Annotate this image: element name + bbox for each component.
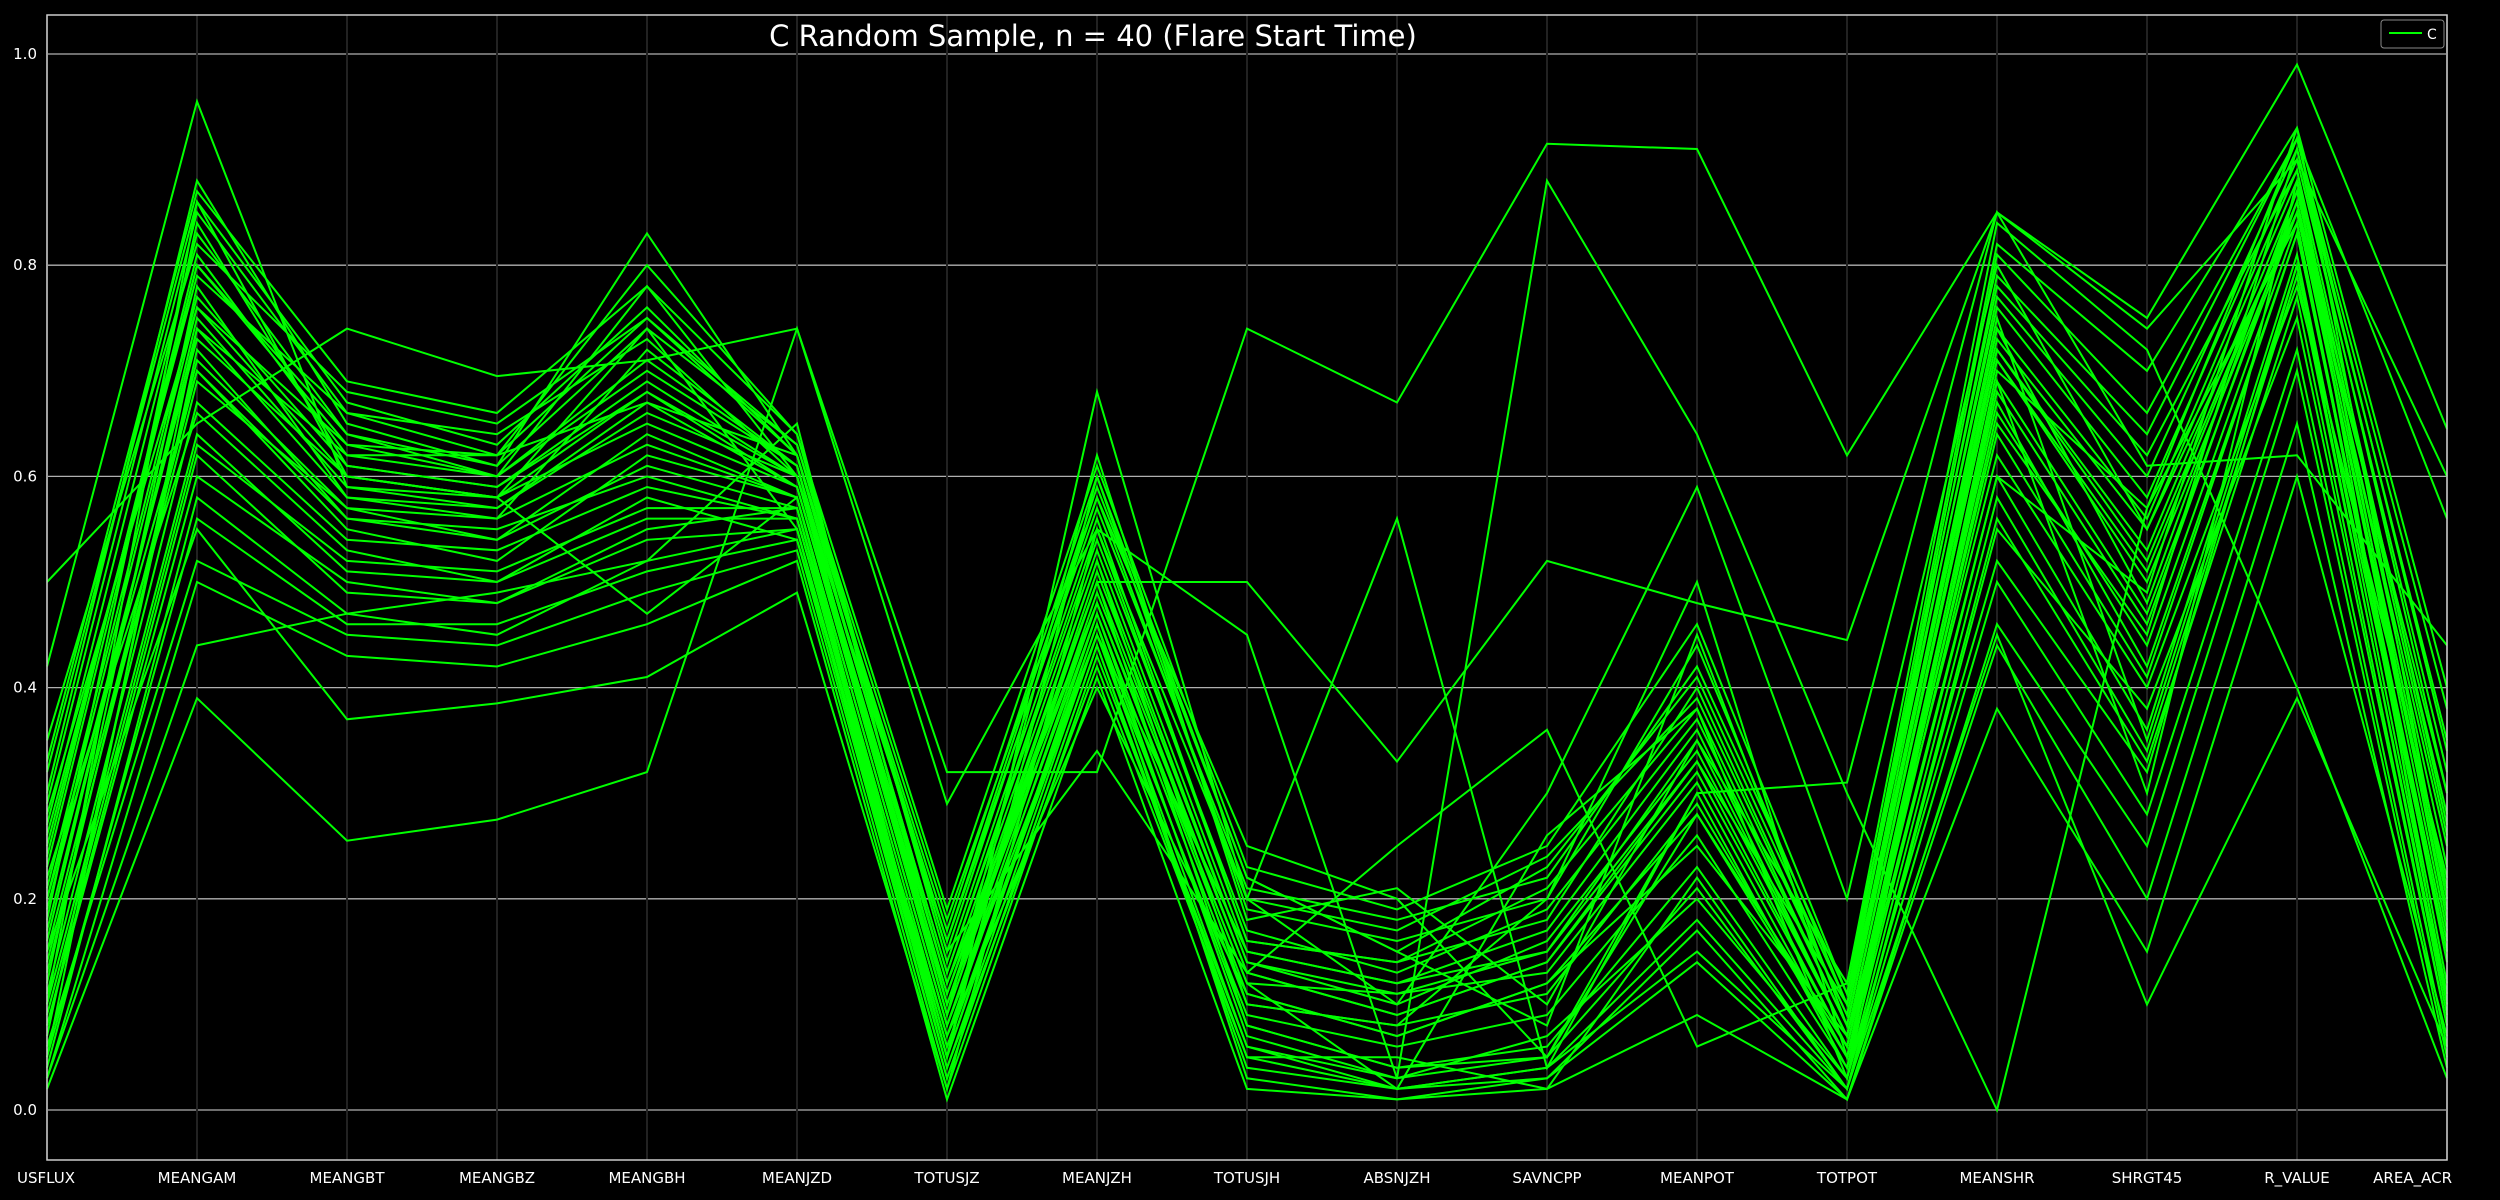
- series-line: [46, 219, 2448, 1060]
- y-tick-label: 0.2: [13, 890, 37, 908]
- series-line: [46, 292, 2448, 1092]
- x-tick-label: ABSNJZH: [1363, 1169, 1430, 1187]
- series-line: [46, 135, 2448, 1113]
- x-tick-label: MEANPOT: [1660, 1169, 1735, 1187]
- series-line: [46, 495, 2448, 1091]
- series-line: [46, 135, 2448, 1008]
- series-line: [46, 250, 2448, 1071]
- legend-label: C: [2427, 27, 2437, 43]
- series-line: [46, 167, 2448, 1019]
- series-line: [46, 264, 2448, 1081]
- series-line: [46, 156, 2448, 997]
- x-tick-label: MEANGBZ: [459, 1169, 535, 1187]
- series-line: [46, 198, 2448, 1040]
- y-tick-label: 0.4: [13, 679, 37, 697]
- plot-frame: [46, 14, 2448, 1161]
- series-line: [46, 419, 2448, 1103]
- x-tick-label: TOTUSJZ: [913, 1169, 979, 1187]
- x-tick-label: MEANGBH: [608, 1169, 685, 1187]
- x-tick-label: MEANJZH: [1062, 1169, 1132, 1187]
- x-tick-labels: USFLUX MEANGAM MEANGBT MEANGBZ MEANGBH MEANJZ…: [17, 1169, 2452, 1188]
- series-line: [46, 145, 2448, 1019]
- series-line: [46, 166, 2448, 1029]
- series-line: [46, 177, 2448, 1029]
- y-tick-label: 0.6: [13, 467, 37, 485]
- x-tick-label: MEANGBT: [310, 1169, 386, 1187]
- legend: C: [2380, 19, 2445, 49]
- series-lines: [46, 62, 2448, 1113]
- x-tick-label: TOTPOT: [1816, 1169, 1878, 1187]
- series-line: [46, 347, 2448, 1102]
- series-line: [46, 229, 2448, 1060]
- y-tick-label: 0.8: [13, 256, 37, 274]
- series-line: [46, 345, 2448, 1091]
- chart-title: C Random Sample, n = 40 (Flare Start Tim…: [769, 19, 1417, 53]
- series-line: [46, 135, 2448, 1008]
- y-tick-label: 1.0: [13, 45, 37, 63]
- series-line: [46, 125, 2448, 998]
- y-tick-label: 0.0: [13, 1101, 37, 1119]
- x-tick-label: MEANSHR: [1959, 1169, 2034, 1187]
- series-line: [46, 188, 2448, 1040]
- x-tick-label: AREA_ACR: [2373, 1169, 2452, 1188]
- y-tick-labels: 0.0 0.2 0.4 0.6 0.8 1.0: [13, 45, 37, 1119]
- x-tick-label: MEANGAM: [158, 1169, 237, 1187]
- x-tick-label: R_VALUE: [2264, 1169, 2330, 1188]
- x-tick-label: TOTUSJH: [1213, 1169, 1280, 1187]
- series-line: [46, 62, 2448, 774]
- x-tick-label: MEANJZD: [762, 1169, 832, 1187]
- x-tick-label: SHRGT45: [2112, 1169, 2183, 1187]
- series-line: [46, 208, 2448, 1050]
- series-line: [46, 145, 2448, 1059]
- x-tick-label: SAVNCPP: [1512, 1169, 1581, 1187]
- series-line: [46, 271, 2448, 1081]
- x-tick-label: USFLUX: [17, 1169, 75, 1187]
